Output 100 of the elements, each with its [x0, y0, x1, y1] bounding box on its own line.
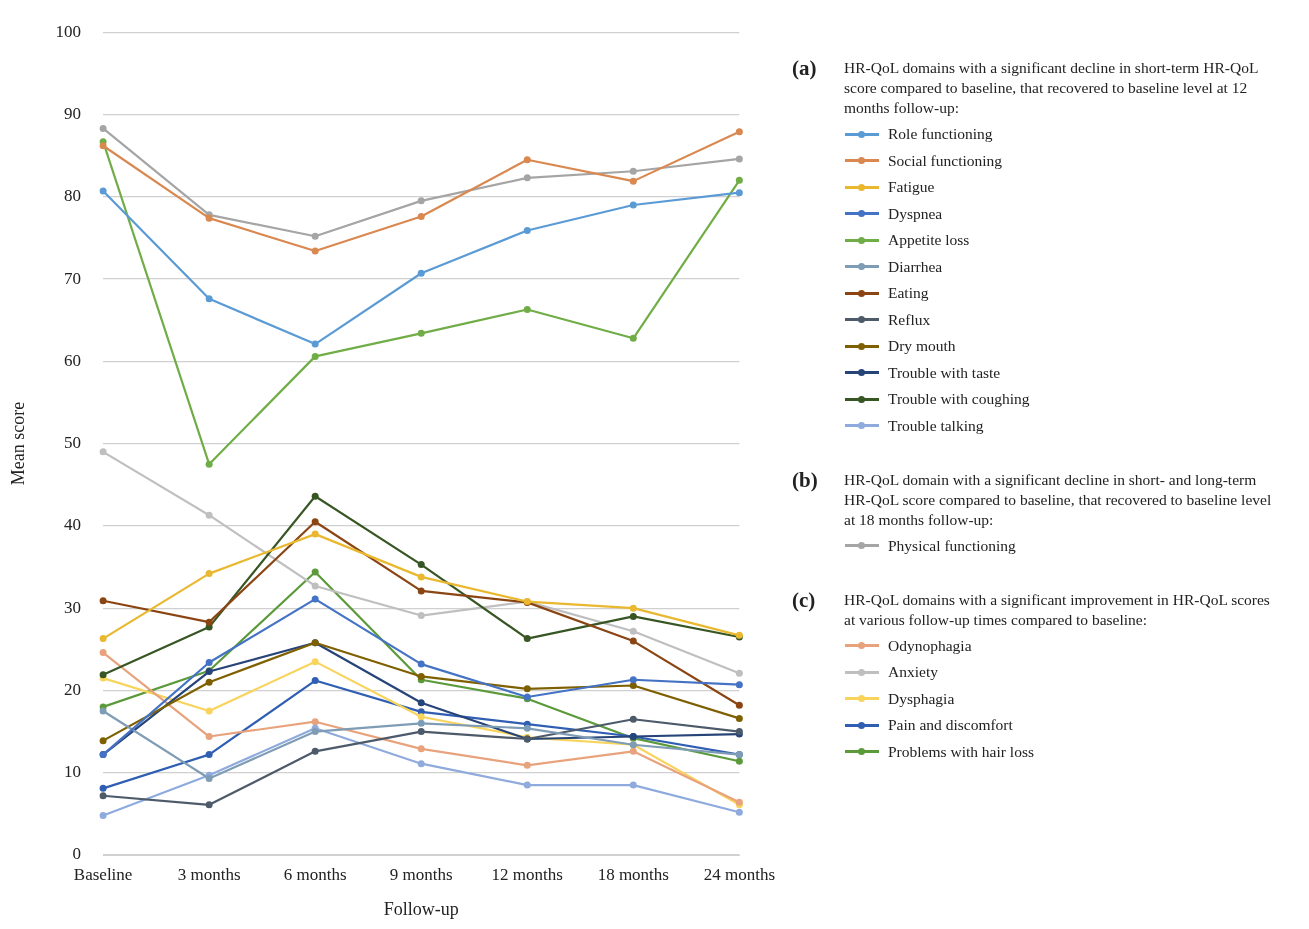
text: (c) HR-QoL domains with a significant improvement in HR-QoL scores at various follow-up times compared to baseline: — [792, 587, 1270, 628]
point — [735, 669, 743, 677]
legend-label: Reflux — [888, 310, 931, 329]
point — [735, 757, 743, 765]
point — [629, 715, 637, 723]
point — [311, 582, 319, 590]
point — [311, 595, 319, 603]
y-tick-label: 30 — [64, 597, 82, 617]
x-tick-label: 12 months — [491, 864, 563, 884]
point — [205, 801, 213, 809]
point — [523, 174, 531, 182]
point — [311, 530, 319, 538]
point — [99, 597, 107, 605]
y-tick-label: 10 — [64, 762, 82, 782]
point — [735, 155, 743, 163]
point — [523, 761, 531, 769]
point — [523, 227, 531, 234]
point — [99, 124, 107, 132]
point — [629, 747, 637, 755]
point — [205, 751, 213, 759]
point — [629, 177, 637, 185]
legend-label: Dry mouth — [888, 337, 956, 355]
point — [735, 681, 743, 689]
point — [99, 142, 107, 150]
point — [99, 784, 107, 792]
legend-label: Dyspnea — [888, 204, 943, 223]
point — [311, 247, 319, 255]
y-tick-label: 60 — [64, 350, 82, 370]
point — [629, 612, 637, 620]
point — [735, 714, 743, 722]
point — [417, 760, 425, 768]
point — [629, 604, 637, 612]
y-tick-label: 40 — [64, 515, 82, 535]
legend-label: Appetite loss — [888, 231, 970, 249]
point — [629, 682, 637, 689]
legend-label: Trouble with taste — [888, 363, 1001, 382]
point — [629, 637, 637, 645]
point — [311, 568, 319, 576]
point — [417, 561, 425, 569]
x-tick-label: 24 months — [703, 864, 775, 884]
point — [417, 719, 425, 727]
legend-label: Eating — [888, 284, 929, 302]
point — [205, 460, 213, 468]
point — [311, 718, 319, 726]
point — [311, 352, 319, 360]
point — [417, 329, 425, 337]
y-tick-label: 20 — [64, 679, 82, 699]
point — [311, 232, 319, 240]
text: (a) HR-QoL domains with a significant decline in short-term HR-QoL score compared to baseline, that recovered to baseline level at 12 months follow-up: — [792, 56, 1258, 116]
legend-label: Role functioning — [888, 125, 993, 143]
point — [99, 812, 107, 820]
point — [99, 187, 107, 195]
point — [205, 511, 213, 519]
point — [311, 747, 319, 755]
point — [523, 635, 531, 643]
point — [417, 213, 425, 221]
legend-label: Trouble with coughing — [888, 390, 1030, 408]
point — [523, 724, 531, 732]
point — [417, 587, 425, 595]
x-tick-label: 6 months — [283, 864, 347, 884]
legend-label: Pain and discomfort — [888, 716, 1013, 734]
point — [629, 334, 637, 342]
point — [417, 699, 425, 707]
y-axis-title: Mean score — [7, 401, 28, 486]
point — [629, 167, 637, 175]
point — [417, 612, 425, 620]
legend-label: Dysphagia — [888, 689, 955, 708]
point — [629, 201, 637, 209]
point — [99, 635, 107, 643]
point — [205, 707, 213, 715]
point — [99, 707, 107, 715]
point — [629, 676, 637, 684]
point — [523, 305, 531, 313]
point — [417, 713, 425, 721]
point — [311, 658, 319, 666]
point — [99, 649, 107, 657]
point — [417, 728, 425, 736]
x-tick-label: 18 months — [597, 864, 669, 884]
point — [735, 189, 743, 197]
point — [629, 781, 637, 789]
legend-label: Anxiety — [888, 663, 938, 681]
point — [205, 733, 213, 741]
legend-label: Problems with hair loss — [888, 742, 1034, 761]
point — [523, 156, 531, 164]
x-tick-label: 9 months — [389, 864, 453, 884]
y-tick-label: 50 — [64, 433, 82, 453]
legend-label: Physical functioning — [888, 536, 1016, 555]
x-tick-label: 3 months — [177, 864, 241, 884]
text: (b) HR-QoL domain with a significant decline in short- and long-term HR-QoL score compared to baseline, that recovered to baseline level at 18 months follow-up: — [792, 467, 1272, 528]
point — [205, 618, 213, 626]
point — [205, 570, 213, 578]
legend-label: Social functioning — [888, 151, 1003, 170]
legend-label: Fatigue — [888, 178, 935, 196]
point — [205, 678, 213, 686]
y-tick-label: 80 — [64, 186, 82, 206]
point — [311, 728, 319, 736]
y-tick-label: 90 — [64, 103, 82, 123]
point — [735, 176, 743, 184]
legend-label: Odynophagia — [888, 636, 972, 655]
point — [311, 492, 319, 500]
